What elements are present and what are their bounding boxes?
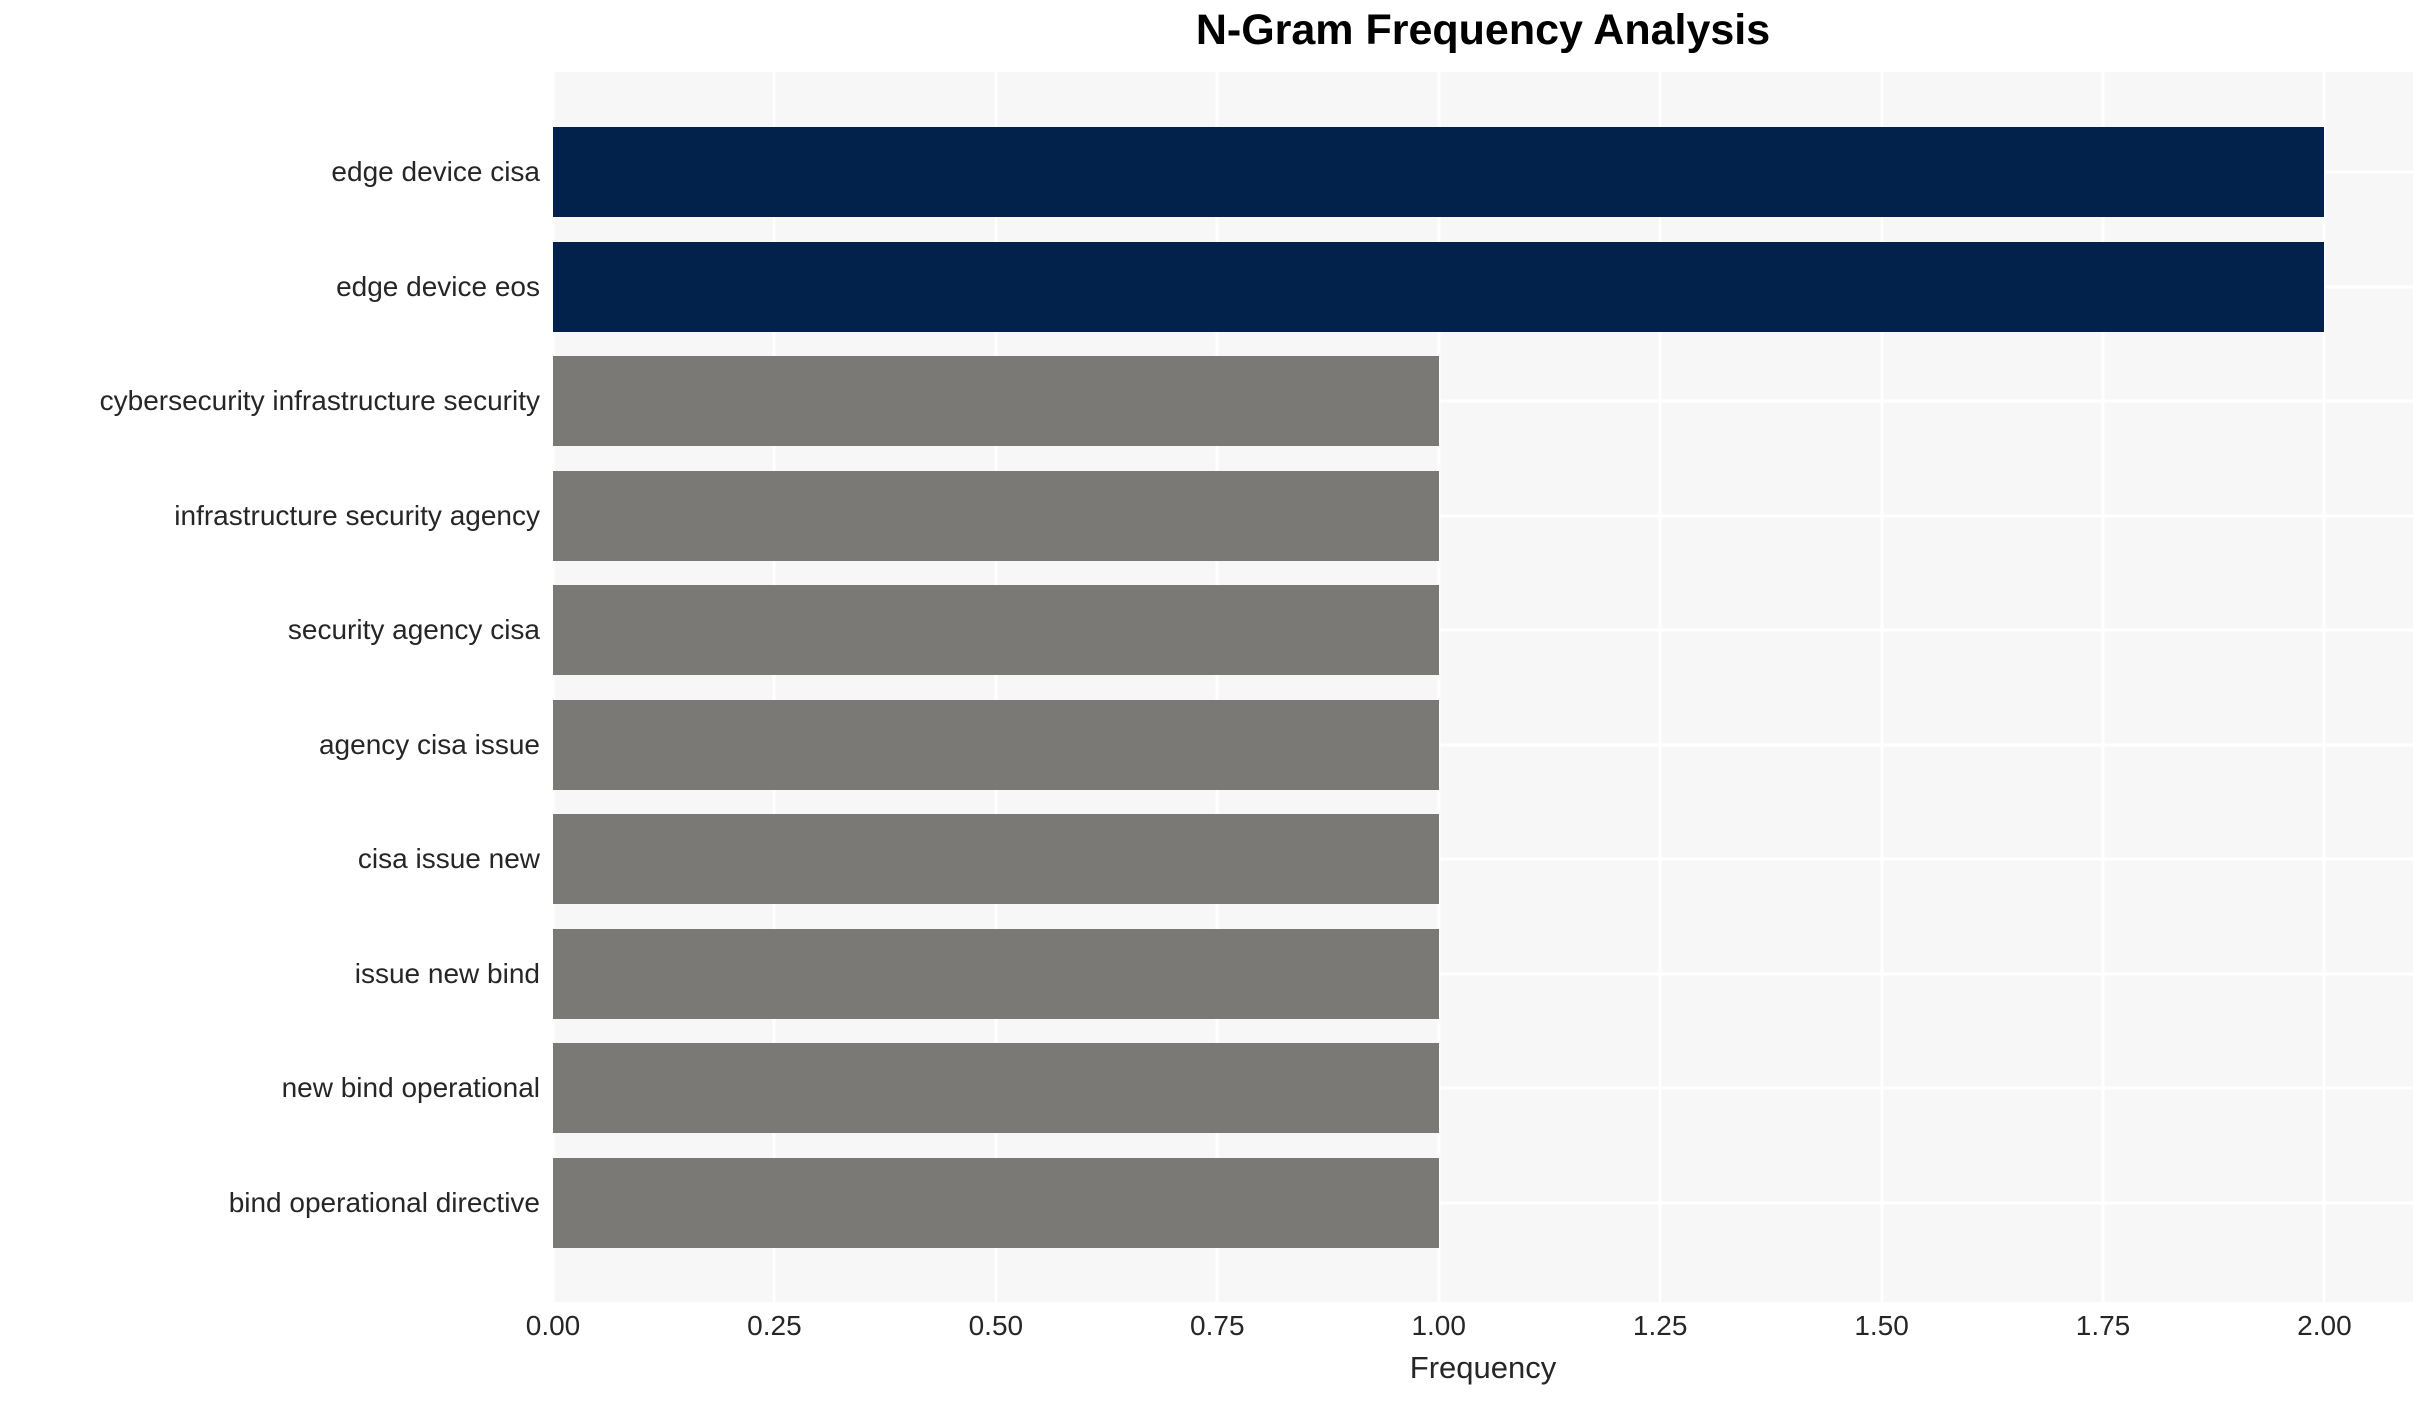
x-tick-label: 0.50 xyxy=(968,1310,1024,1341)
vertical-gridline xyxy=(2101,72,2105,1302)
bar-infrastructure-security-agency xyxy=(553,470,1439,561)
horizontal-gridline xyxy=(553,857,2413,861)
bars-layer xyxy=(553,72,2413,1302)
bar-issue-new-bind xyxy=(553,928,1439,1019)
bar-edge-device-cisa xyxy=(553,127,2325,217)
vertical-gridline xyxy=(553,72,555,1302)
y-tick-label: agency cisa issue xyxy=(318,728,540,760)
x-tick-label: 1.75 xyxy=(2075,1310,2131,1341)
x-tick-label: 1.50 xyxy=(1854,1310,1909,1341)
bar-cybersecurity-infrastructure-security xyxy=(553,356,1439,446)
x-axis-ticks: 0.00 0.25 0.50 0.75 1.00 1.25 1.50 1.75 2.00 xyxy=(526,1310,2413,1346)
y-tick-label: cisa issue new xyxy=(357,843,540,874)
x-axis-title: Frequency xyxy=(1409,1350,1557,1385)
y-tick-label: edge device cisa xyxy=(331,156,540,187)
bar-new-bind-operational xyxy=(553,1043,1439,1133)
bar-edge-device-eos xyxy=(553,241,2325,332)
x-tick-label: 0.75 xyxy=(1190,1310,1245,1341)
bar-bind-operational-directive xyxy=(553,1157,1439,1248)
y-tick-label: edge device eos xyxy=(336,270,540,302)
vertical-gridline xyxy=(1658,72,1662,1302)
bar-security-agency-cisa xyxy=(553,585,1439,675)
y-tick-label: cybersecurity infrastructure security xyxy=(99,385,540,416)
horizontal-gridline xyxy=(553,1201,2413,1204)
vertical-gridline xyxy=(1437,72,1441,1302)
bar-cisa-issue-new xyxy=(553,814,1439,904)
y-tick-label: infrastructure security agency xyxy=(174,499,540,531)
horizontal-gridline xyxy=(553,972,2413,975)
bar-agency-cisa-issue xyxy=(553,699,1439,790)
x-tick-label: 1.00 xyxy=(1411,1310,1466,1341)
vertical-gridline xyxy=(772,72,776,1302)
horizontal-gridline xyxy=(553,743,2413,746)
horizontal-gridline xyxy=(553,628,2413,632)
vertical-gridline xyxy=(1215,72,1219,1302)
x-tick-label: 0.00 xyxy=(525,1310,581,1341)
x-tick-label: 2.00 xyxy=(2297,1310,2352,1341)
vertical-gridline xyxy=(2322,72,2326,1302)
vertical-gridline xyxy=(994,72,998,1302)
x-tick-label: 0.25 xyxy=(747,1310,802,1341)
y-tick-label: bind operational directive xyxy=(228,1186,540,1218)
y-tick-label: new bind operational xyxy=(281,1072,540,1103)
horizontal-gridline xyxy=(553,514,2413,517)
y-tick-label: issue new bind xyxy=(354,957,540,989)
plot-area xyxy=(553,72,2413,1302)
chart-title: N-Gram Frequency Analysis xyxy=(1195,6,1771,54)
horizontal-gridline xyxy=(553,399,2413,403)
horizontal-gridline xyxy=(553,1086,2413,1090)
y-tick-label: security agency cisa xyxy=(287,614,540,645)
x-tick-label: 1.25 xyxy=(1632,1310,1688,1341)
y-axis-labels: edge device cisa edge device eos cybersecu… xyxy=(0,72,540,1302)
vertical-gridline xyxy=(1880,72,1884,1302)
